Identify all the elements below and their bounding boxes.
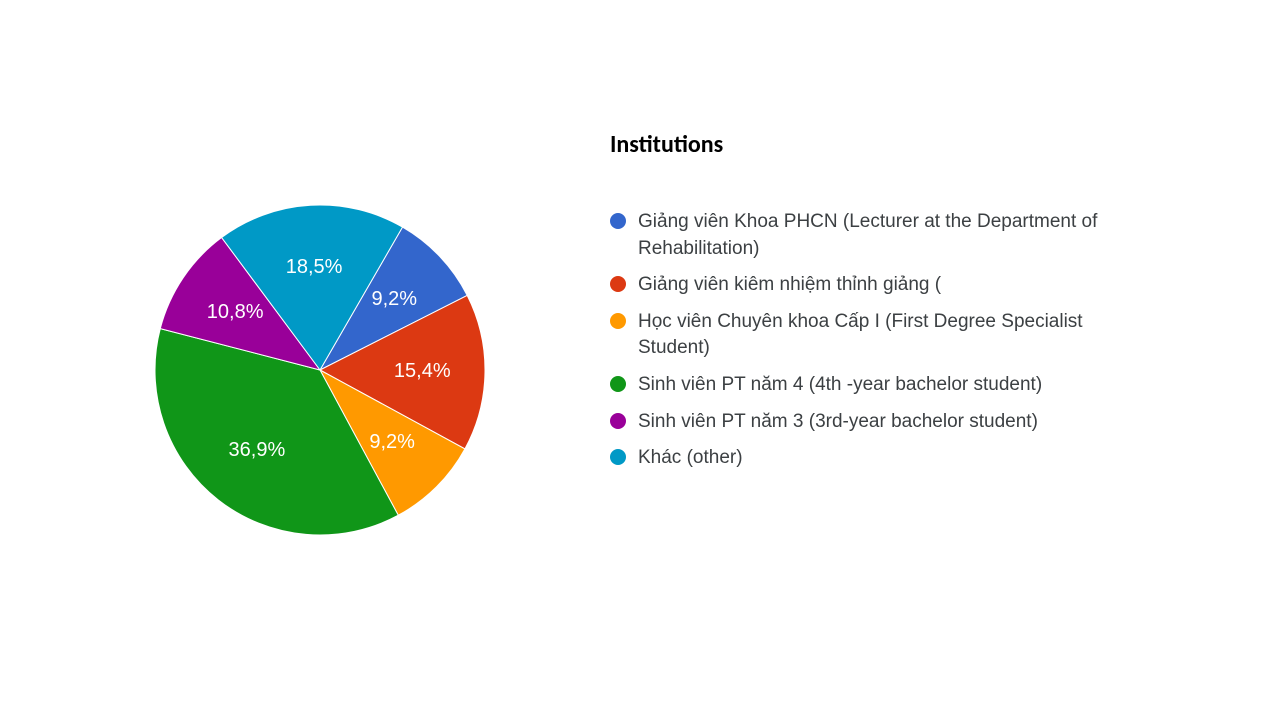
pie-slice-label: 10,8% xyxy=(207,301,264,323)
legend-dot-icon xyxy=(610,213,626,229)
legend-item: Sinh viên PT năm 3 (3rd-year bachelor st… xyxy=(610,409,1130,436)
pie-slice-label: 15,4% xyxy=(394,360,451,382)
legend-label: Sinh viên PT năm 4 (4th -year bachelor s… xyxy=(638,372,1042,399)
legend-label: Giảng viên Khoa PHCN (Lecturer at the De… xyxy=(638,209,1130,262)
legend-label: Học viên Chuyên khoa Cấp I (First Degree… xyxy=(638,309,1130,362)
legend-item: Khác (other) xyxy=(610,445,1130,472)
legend-dot-icon xyxy=(610,313,626,329)
legend-title: Institutions xyxy=(610,130,1250,159)
pie-slice-label: 36,9% xyxy=(229,439,286,461)
legend-item: Giảng viên Khoa PHCN (Lecturer at the De… xyxy=(610,209,1130,262)
legend-list: Giảng viên Khoa PHCN (Lecturer at the De… xyxy=(610,209,1250,472)
legend-item: Giảng viên kiêm nhiệm thỉnh giảng ( xyxy=(610,272,1130,299)
pie-chart-panel: 9,2% 15,4% 9,2% 36,9% 10,8% 18,5% xyxy=(0,0,600,720)
legend-dot-icon xyxy=(610,449,626,465)
legend-item: Sinh viên PT năm 4 (4th -year bachelor s… xyxy=(610,372,1130,399)
pie-chart: 9,2% 15,4% 9,2% 36,9% 10,8% 18,5% xyxy=(150,200,510,560)
legend-dot-icon xyxy=(610,376,626,392)
chart-container: 9,2% 15,4% 9,2% 36,9% 10,8% 18,5% Institution… xyxy=(0,0,1280,720)
pie-slice-label: 18,5% xyxy=(286,256,343,278)
pie-slice-label: 9,2% xyxy=(371,288,417,310)
legend-label: Giảng viên kiêm nhiệm thỉnh giảng ( xyxy=(638,272,941,299)
legend-item: Học viên Chuyên khoa Cấp I (First Degree… xyxy=(610,309,1130,362)
legend-panel: Institutions Giảng viên Khoa PHCN (Lectu… xyxy=(600,0,1250,720)
legend-label: Khác (other) xyxy=(638,445,743,472)
legend-dot-icon xyxy=(610,276,626,292)
pie-slice-label: 9,2% xyxy=(369,431,415,453)
legend-dot-icon xyxy=(610,413,626,429)
legend-label: Sinh viên PT năm 3 (3rd-year bachelor st… xyxy=(638,409,1038,436)
